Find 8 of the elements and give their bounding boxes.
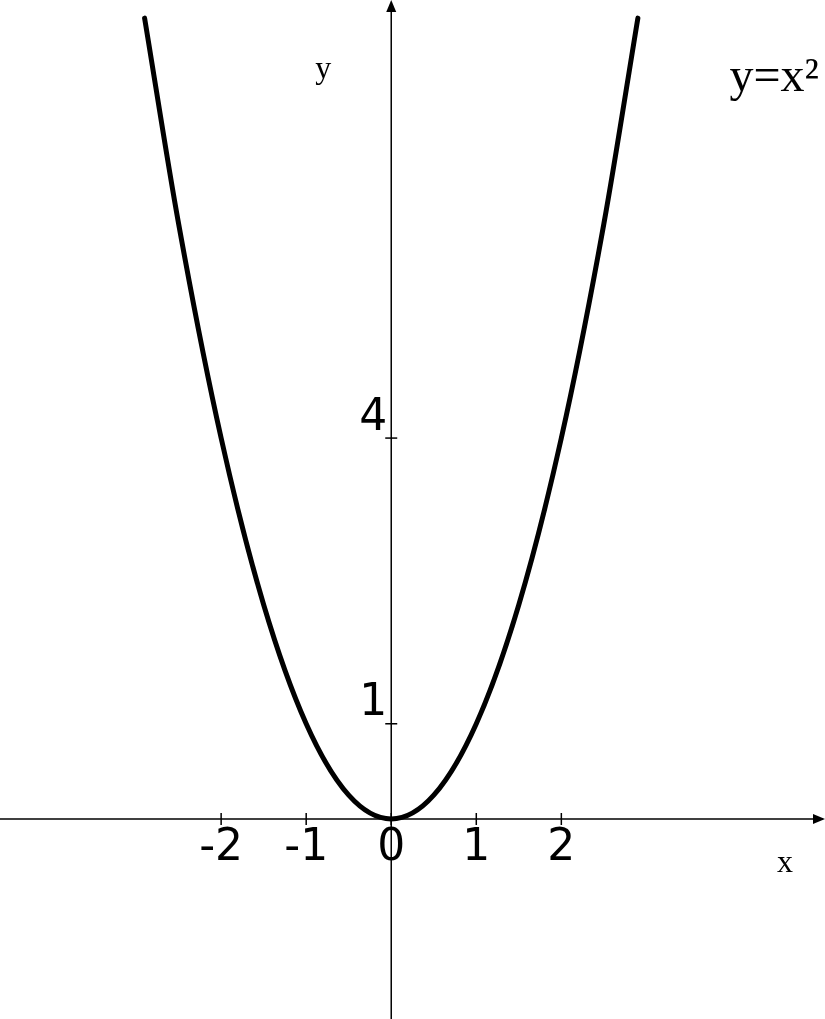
x-axis-title: x: [777, 843, 793, 880]
y-axis-title: y: [315, 49, 332, 86]
x-tick-label: 1: [462, 819, 491, 871]
y-tick-label: 4: [359, 388, 388, 440]
x-tick-label: 2: [547, 819, 576, 871]
x-tick-label: -1: [284, 819, 329, 871]
annotation: y=x²: [729, 47, 819, 101]
x-tick-label: -2: [199, 819, 244, 871]
